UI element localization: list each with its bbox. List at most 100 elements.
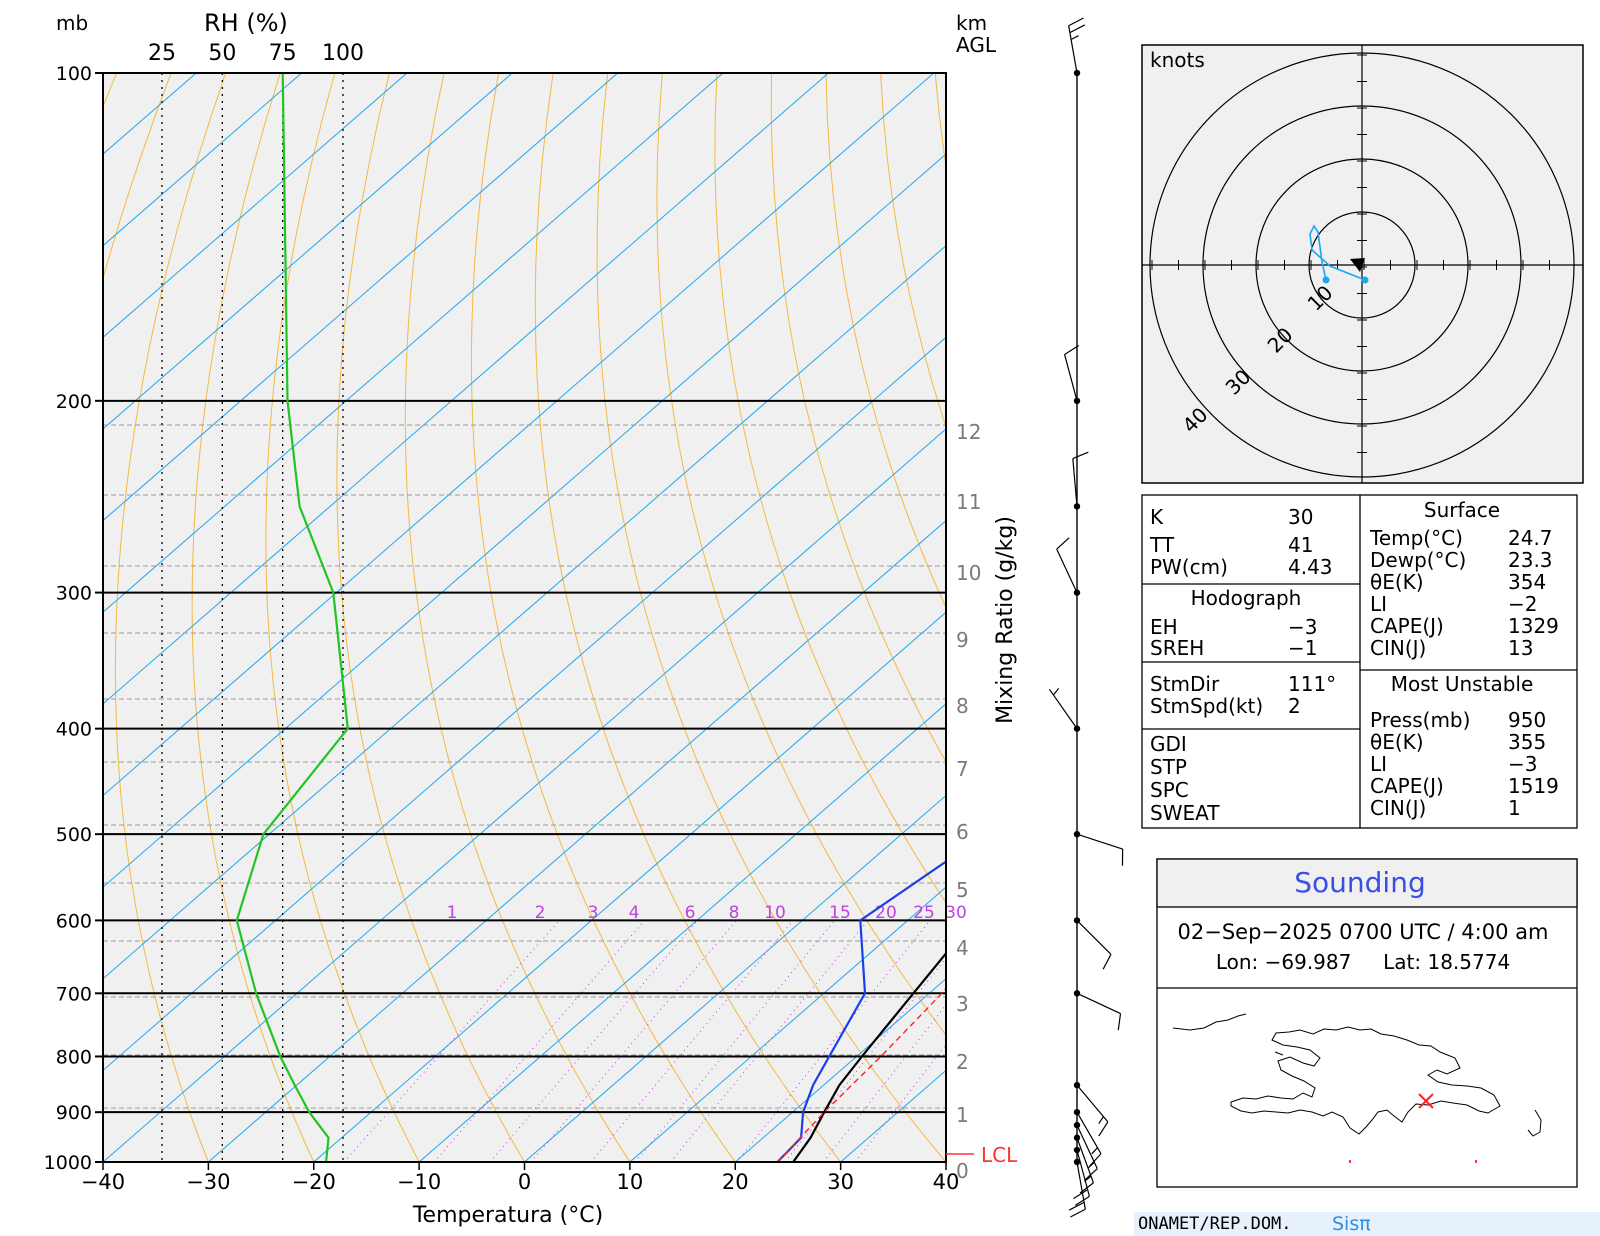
sweat-label: SWEAT [1150, 801, 1220, 825]
height-tick: 9 [956, 628, 969, 652]
dry-adiabat [534, 73, 841, 1162]
height-tick: 6 [956, 820, 969, 844]
mixing-ratio-tick: 2 [535, 903, 546, 923]
hodograph-start-point [1361, 276, 1369, 284]
mixing-ratio-tick: 4 [629, 903, 640, 923]
coast-fragment-north [1172, 1013, 1284, 1056]
temperature-tick: −20 [292, 1170, 336, 1194]
storm-spd-value: 2 [1288, 694, 1301, 718]
surface-row-label: CAPE(J) [1370, 614, 1444, 638]
wind-barb [1073, 1108, 1102, 1167]
wind-barb [1073, 1121, 1098, 1181]
surface-row-value: 1329 [1508, 614, 1559, 638]
isotherm [103, 153, 946, 888]
pressure-tick: 100 [56, 63, 92, 85]
isotherm [208, 519, 946, 1162]
sounding-box [1156, 858, 1578, 1188]
wind-barb [1073, 830, 1124, 866]
mu-row-value: 355 [1508, 730, 1546, 754]
mixing-ratio-tick: 15 [829, 903, 851, 923]
pressure-tick: 700 [56, 983, 92, 1005]
pw-label: PW(cm) [1150, 555, 1228, 579]
height-tick: 3 [956, 992, 969, 1016]
isotherm [524, 794, 946, 1162]
surface-section-title: Surface [1424, 498, 1500, 522]
storm-dir-value: 111° [1288, 672, 1336, 696]
temperature-tick-labels: −40 −30 −20 −10 0 10 20 30 40 [81, 1162, 959, 1194]
isotherm [103, 73, 724, 613]
dry-adiabat [470, 73, 736, 1162]
surface-row-label: LI [1370, 592, 1387, 616]
mu-row-value: 1 [1508, 796, 1521, 820]
pressure-unit-label: mb [56, 11, 88, 35]
pw-value: 4.43 [1288, 555, 1333, 579]
temperature-tick: 0 [518, 1170, 531, 1194]
sreh-label: SREH [1150, 636, 1204, 660]
surface-row-value: 13 [1508, 636, 1533, 660]
wind-barbs [1048, 17, 1124, 1218]
height-tick: 10 [956, 561, 981, 585]
mu-row-label: CAPE(J) [1370, 774, 1444, 798]
dry-adiabat [596, 73, 946, 1162]
km-unit-sub-label: AGL [956, 33, 997, 57]
stp-label: STP [1150, 755, 1187, 779]
isotherm [103, 336, 946, 1072]
surface-row-value: −2 [1508, 592, 1537, 616]
coast-fragment-east [1527, 1109, 1542, 1137]
mu-row-label: Press(mb) [1370, 708, 1470, 732]
pressure-tick: 900 [56, 1102, 92, 1124]
footer-org: ONAMET/REP.DOM. [1138, 1214, 1292, 1234]
station-marker [1418, 1093, 1434, 1109]
mu-row-value: −3 [1508, 752, 1537, 776]
height-tick: 1 [956, 1103, 969, 1127]
temperature-profile [792, 951, 946, 1162]
rh-tick-labels: 25 50 75 100 [148, 41, 364, 66]
temperature-tick: −40 [81, 1170, 125, 1194]
footer-bar [1134, 1212, 1600, 1236]
relative-humidity-profile [235, 73, 349, 1162]
wind-barb [1068, 17, 1086, 77]
temperature-tick: 30 [827, 1170, 854, 1194]
height-lines [103, 424, 946, 1109]
hodograph-trace [1309, 224, 1366, 281]
height-tick: 0 [956, 1159, 969, 1183]
height-tick: 4 [956, 936, 969, 960]
height-tick: 5 [956, 878, 969, 902]
surface-row-value: 23.3 [1508, 548, 1553, 572]
surface-row-value: 354 [1508, 570, 1546, 594]
lcl-label: LCL [981, 1143, 1018, 1167]
tt-index-value: 41 [1288, 533, 1313, 557]
pressure-tick: 500 [56, 824, 92, 846]
background-lines [103, 73, 946, 1162]
mixing-ratio-line [670, 920, 869, 1162]
mixing-ratio-line [489, 920, 698, 1162]
wind-barb [1063, 344, 1081, 405]
mixing-ratio-tick: 1 [447, 903, 458, 923]
k-index-label: K [1150, 505, 1164, 529]
mixing-ratio-axis-label: Mixing Ratio (g/kg) [993, 516, 1018, 724]
surface-row-label: Dewp(°C) [1370, 548, 1466, 572]
profile-lines [235, 73, 946, 1162]
wind-barb [1048, 688, 1081, 732]
tt-index-label: TT [1149, 533, 1175, 557]
dewpoint-profile [776, 860, 946, 1162]
wind-barb [1056, 537, 1081, 596]
rh-tick: 25 [148, 41, 176, 66]
hodograph-unit-label: knots [1150, 48, 1205, 72]
mixing-ratio-tick: 6 [685, 903, 696, 923]
isotherm [734, 978, 946, 1162]
dry-adiabat [404, 73, 631, 1162]
mu-row-label: CIN(J) [1370, 796, 1426, 820]
pressure-tick: 300 [56, 583, 92, 605]
isotherm [103, 73, 513, 430]
wind-barb [1073, 990, 1122, 1031]
dry-adiabat [714, 73, 946, 904]
wind-barb [1073, 917, 1112, 970]
storm-spd-label: StmSpd(kt) [1150, 694, 1263, 718]
dry-adiabat [825, 73, 946, 609]
surface-rows: Temp(°C) 24.7 Dewp(°C) 23.3 θE(K) 354 LI −2 CAPE… [1369, 526, 1559, 660]
dry-adiabat [656, 73, 946, 1036]
height-tick: 8 [956, 694, 969, 718]
sreh-value: −1 [1288, 636, 1317, 660]
